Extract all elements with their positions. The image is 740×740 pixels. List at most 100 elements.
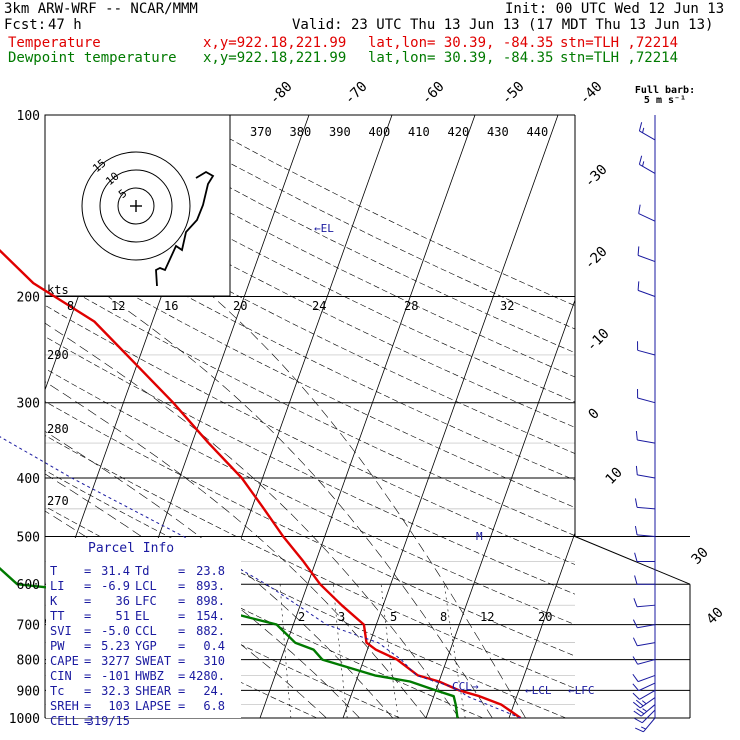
wind-barb-flag xyxy=(635,699,644,707)
wind-barb-flag xyxy=(637,281,640,291)
isotherm-label: -40 xyxy=(577,79,606,108)
wind-barb-flag xyxy=(637,246,640,256)
mixing-ratio-line xyxy=(279,584,292,718)
dry-adiabat xyxy=(45,245,575,508)
wind-barb xyxy=(634,552,655,562)
wind-barb-half xyxy=(642,161,645,167)
isotherm-label: -80 xyxy=(267,79,296,108)
model-title: 3km ARW-WRF -- NCAR/MMM xyxy=(4,1,198,17)
dry-adiabat xyxy=(45,274,575,537)
wind-barb-staff xyxy=(637,642,656,647)
parcel-value: 103 xyxy=(108,699,130,713)
parcel-eq: = xyxy=(84,594,91,608)
isotherm xyxy=(675,115,740,718)
parcel-eq: = xyxy=(84,564,91,578)
valid-time: Valid: 23 UTC Thu 13 Jun 13 (17 MDT Thu … xyxy=(292,17,714,33)
dew-xy: x,y=922.18,221.99 xyxy=(203,50,347,66)
theta-side-label: 280 xyxy=(47,422,69,436)
wind-barb-flag xyxy=(632,637,638,647)
barb-note-units: 5 m s⁻¹ xyxy=(644,95,686,106)
parcel-eq: = xyxy=(84,714,91,728)
wind-barb-flag xyxy=(632,701,641,709)
wind-barb-staff xyxy=(637,349,656,356)
theta-label: 400 xyxy=(369,125,391,139)
parcel-value2: 6.8 xyxy=(203,699,225,713)
mixing-ratio-line xyxy=(380,584,399,718)
temp-stn: stn=TLH ,72214 xyxy=(560,35,679,51)
parcel-value: 319/15 xyxy=(87,714,130,728)
barb-note-title: Full barb: xyxy=(635,85,695,96)
theta-label: 440 xyxy=(527,125,549,139)
isobar-label-600: 600 xyxy=(17,578,40,593)
parcel-eq2: = xyxy=(178,579,185,593)
parcel-value: 31.4 xyxy=(101,564,130,578)
isotherm xyxy=(259,115,476,718)
lfc-marker: ←LFC xyxy=(568,684,595,697)
isotherm xyxy=(425,298,575,718)
dew-stn: stn=TLH ,72214 xyxy=(560,50,679,66)
wind-barb xyxy=(632,682,656,692)
parcel-info-box xyxy=(46,538,241,718)
dry-adiabat xyxy=(45,435,575,689)
hodograph-units: kts xyxy=(47,283,69,297)
parcel-key2: CCL xyxy=(135,624,157,638)
temp-latlon: lat,lon= 30.39, -84.35 xyxy=(368,35,554,51)
hodograph-ring-label: 10 xyxy=(103,170,122,188)
mixing-ratio-line xyxy=(332,584,348,718)
ccl-marker: CCL→ xyxy=(452,680,479,693)
wind-barb-staff xyxy=(638,682,656,692)
parcel-value2: 898. xyxy=(196,594,225,608)
theta-side-label: 290 xyxy=(47,348,69,362)
theta-label: 390 xyxy=(329,125,351,139)
parcel-key: T xyxy=(50,564,57,578)
m-marker: M xyxy=(476,530,483,543)
wind-barb-staff xyxy=(637,604,656,608)
parcel-key: CIN xyxy=(50,669,72,683)
wind-barb xyxy=(632,637,656,647)
moist-adiabat xyxy=(107,296,493,718)
isotherm-label: -70 xyxy=(342,79,371,108)
isobar-label-500: 500 xyxy=(17,530,40,545)
wind-barb-flag xyxy=(636,708,645,715)
parcel-key2: Td xyxy=(135,564,149,578)
parcel-key: TT xyxy=(50,609,64,623)
parcel-info-title: Parcel Info xyxy=(88,541,174,556)
parcel-value2: 23.8 xyxy=(196,564,225,578)
wind-barb-half xyxy=(642,127,645,133)
wind-barb-staff xyxy=(637,659,656,665)
isobar-label-100: 100 xyxy=(17,109,40,124)
wind-barb-staff xyxy=(637,506,656,510)
parcel-key: PW xyxy=(50,639,65,653)
isotherm-label: -10 xyxy=(584,326,613,355)
mixing-ratio-label: 20 xyxy=(538,610,552,624)
parcel-value2: 882. xyxy=(196,624,225,638)
wind-barb-staff xyxy=(641,709,656,724)
isobar-label-1000: 1000 xyxy=(9,712,40,727)
wind-barb-flag xyxy=(638,204,641,214)
mixing-ratio-line xyxy=(443,584,466,718)
lcl-marker: ←LCL xyxy=(525,684,552,697)
parcel-value: 51 xyxy=(116,609,130,623)
theta-e-label: 24 xyxy=(312,299,326,313)
dewpoint-line xyxy=(0,566,459,719)
wind-barb xyxy=(634,709,656,724)
parcel-value: 36 xyxy=(116,594,130,608)
kts-tick-label: 8 xyxy=(67,299,74,313)
wind-barb xyxy=(637,281,656,297)
wind-barb xyxy=(632,619,656,629)
theta-label: 370 xyxy=(250,125,272,139)
wind-barb xyxy=(634,525,656,537)
wind-barb-staff xyxy=(643,717,656,733)
temp-xy: x,y=922.18,221.99 xyxy=(203,35,347,51)
wind-barb-flag xyxy=(635,727,644,733)
kts-tick-label: 12 xyxy=(111,299,125,313)
wind-barb xyxy=(637,341,656,356)
init-time: Init: 00 UTC Wed 12 Jun 13 xyxy=(505,1,725,17)
kts-tick-label: 16 xyxy=(164,299,178,313)
parcel-key2: YGP xyxy=(135,639,157,653)
wind-barb-staff xyxy=(637,439,656,444)
wind-barb-flag xyxy=(634,525,638,536)
wind-barb-half xyxy=(642,708,648,712)
mixing-ratio-label: 8 xyxy=(440,610,447,624)
